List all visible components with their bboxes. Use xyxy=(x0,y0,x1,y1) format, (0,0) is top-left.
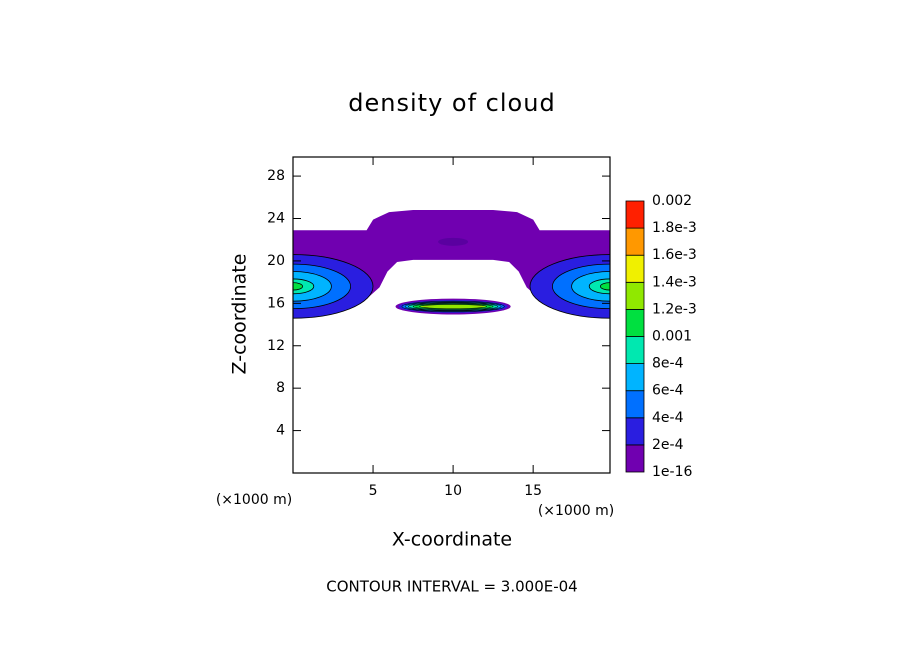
colorbar-label: 0.002 xyxy=(652,193,692,209)
colorbar-swatch xyxy=(625,390,645,419)
contour-band xyxy=(293,282,303,291)
y-axis-label: Z-coordinate xyxy=(229,254,251,375)
x-tick-label: 10 xyxy=(444,483,462,499)
colorbar-label: 4e-4 xyxy=(652,410,684,426)
y-tick-label: 16 xyxy=(267,295,285,311)
colorbar-swatch xyxy=(625,227,645,256)
y-tick-label: 4 xyxy=(276,423,285,439)
y-tick-label: 20 xyxy=(267,253,285,269)
x-unit-label: (×1000 m) xyxy=(538,503,614,519)
chart-title: density of cloud xyxy=(348,89,555,117)
colorbar-swatch xyxy=(625,308,645,337)
y-tick-label: 28 xyxy=(267,168,285,184)
colorbar-swatch xyxy=(625,336,645,365)
plot-area xyxy=(293,210,610,319)
colorbar-label: 1.8e-3 xyxy=(652,220,697,236)
colorbar-label: 1.4e-3 xyxy=(652,274,697,290)
contour-band xyxy=(588,278,610,295)
x-tick-label: 5 xyxy=(369,483,378,499)
contour-band xyxy=(419,304,488,309)
colorbar-swatch xyxy=(625,444,645,473)
y-tick-label: 8 xyxy=(276,380,285,396)
colorbar-swatch xyxy=(625,363,645,392)
colorbar-label: 1.6e-3 xyxy=(652,247,697,263)
contour-band xyxy=(600,282,610,291)
colorbar-swatch xyxy=(625,254,645,283)
colorbar-label: 0.001 xyxy=(652,329,692,345)
annotation: CONTOUR INTERVAL = 3.000E-04 xyxy=(326,578,577,596)
colorbar-label: 6e-4 xyxy=(652,383,684,399)
y-tick-label: 12 xyxy=(267,338,285,354)
colorbar-label: 2e-4 xyxy=(652,437,684,453)
colorbar-swatch xyxy=(625,281,645,310)
plot-frame xyxy=(292,156,611,474)
y-tick-label: 24 xyxy=(267,211,285,227)
colorbar-label: 1e-16 xyxy=(652,464,692,480)
colorbar-label: 1.2e-3 xyxy=(652,301,697,317)
x-tick-label: 15 xyxy=(524,483,542,499)
contour-line xyxy=(438,237,469,246)
colorbar-swatch xyxy=(625,417,645,446)
x-unit-label: (×1000 m) xyxy=(216,492,292,508)
x-axis-label: X-coordinate xyxy=(392,529,512,551)
colorbar-swatch xyxy=(625,200,645,229)
colorbar-label: 8e-4 xyxy=(652,356,684,372)
